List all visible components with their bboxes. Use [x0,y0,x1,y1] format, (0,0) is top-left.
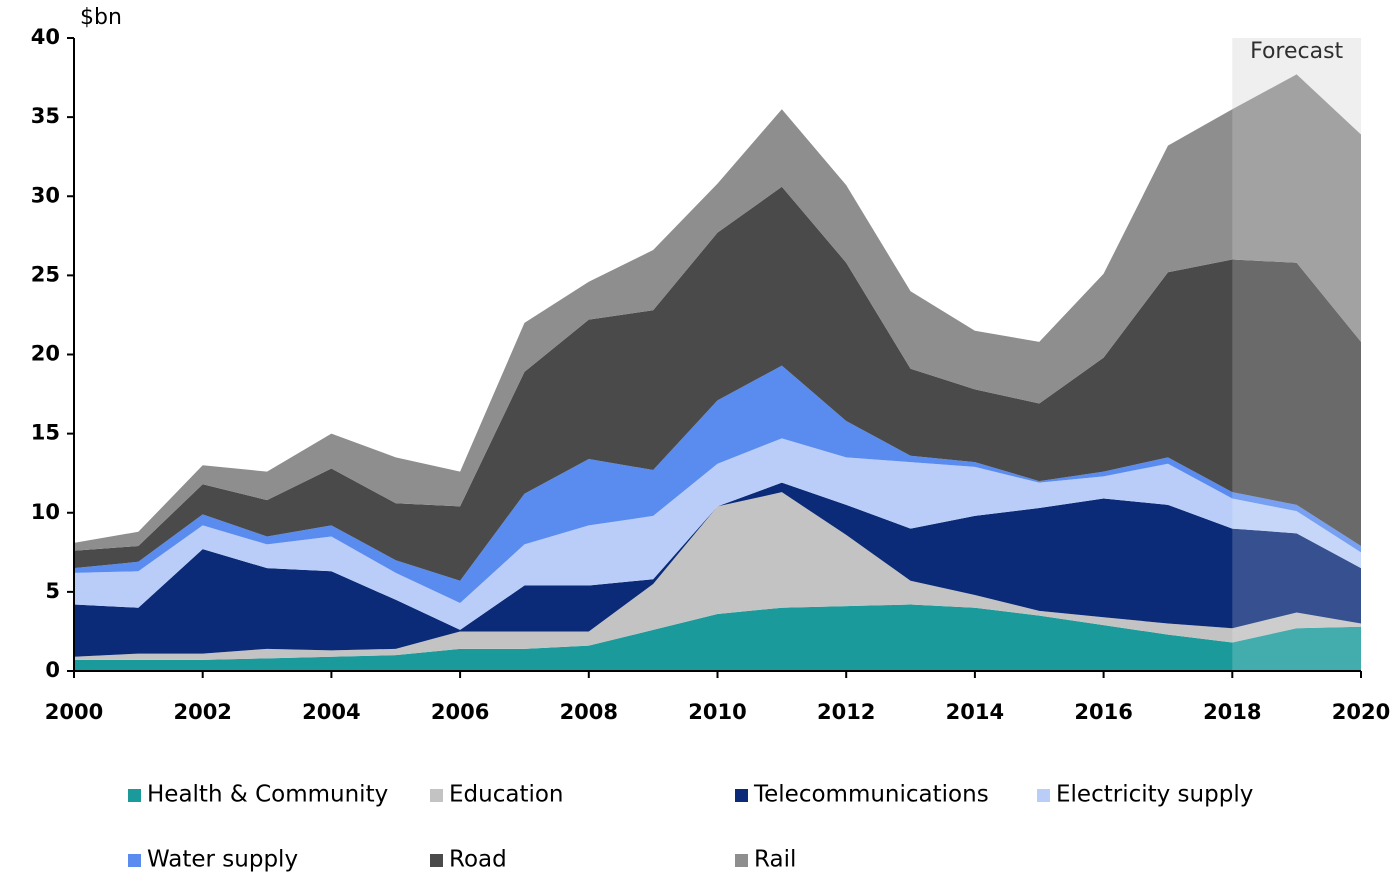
legend-label: Rail [754,847,796,873]
legend-label: Telecommunications [753,782,989,808]
x-tick-label: 2000 [45,700,103,724]
area [74,365,1361,603]
x-tick-label: 2020 [1332,700,1390,724]
area [74,74,1361,551]
area [74,438,1361,630]
legend-swatch [430,854,443,867]
x-tick-label: 2002 [173,700,231,724]
y-tick-label: 20 [31,342,60,366]
x-tick-label: 2010 [688,700,746,724]
legend-label: Electricity supply [1056,782,1253,808]
x-tick-label: 2012 [817,700,875,724]
area [74,492,1361,660]
y-axis-label: $bn [80,5,122,30]
legend-swatch [735,789,748,802]
area [74,482,1361,657]
y-tick-label: 25 [31,262,60,286]
legend-swatch [128,854,141,867]
legend-swatch [1037,789,1050,802]
legend-label: Water supply [147,847,298,873]
x-tick-label: 2018 [1203,700,1261,724]
x-tick-label: 2008 [560,700,618,724]
forecast-overlay [1232,38,1361,671]
y-tick-label: 15 [31,421,60,445]
x-tick-label: 2014 [946,700,1004,724]
y-tick-label: 35 [31,104,60,128]
x-tick-label: 2006 [431,700,489,724]
area [74,186,1361,581]
forecast-label: Forecast [1250,39,1343,64]
y-tick-label: 30 [31,183,60,207]
legend-label: Road [449,847,507,873]
legend-label: Education [449,782,564,808]
y-tick-label: 10 [31,500,60,524]
y-tick-label: 5 [45,579,60,603]
legend-swatch [128,789,141,802]
x-tick-label: 2004 [302,700,360,724]
legend-label: Health & Community [147,782,388,808]
legend-swatch [430,789,443,802]
legend-swatch [735,854,748,867]
area [74,604,1361,671]
y-tick-label: 40 [31,25,60,49]
x-tick-label: 2016 [1074,700,1132,724]
y-tick-label: 0 [45,658,60,682]
